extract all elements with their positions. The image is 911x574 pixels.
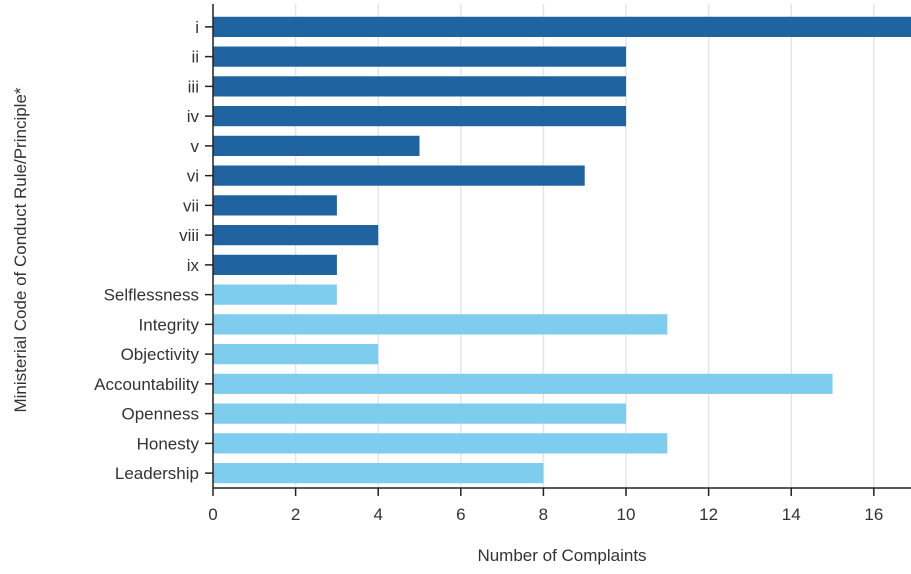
y-tick-label: vii [183,196,199,215]
x-axis-ticks: 0 2 4 6 8 10 12 14 16 [208,488,883,524]
bars [213,16,911,484]
x-tick-label: 10 [617,505,636,524]
x-tick-label: 12 [699,505,718,524]
y-tick-label: viii [179,226,199,245]
y-tick-label: i [195,18,199,37]
y-axis-title: Ministerial Code of Conduct Rule/Princip… [11,87,30,412]
y-tick-label: ix [187,256,200,275]
bar [213,16,911,37]
y-axis-ticks: iiiiiiivvviviiviiiixSelflessnessIntegrit… [94,18,213,483]
y-tick-label: vi [187,167,199,186]
x-tick-label: 8 [539,505,548,524]
bar [213,195,337,216]
x-tick-label: 16 [864,505,883,524]
y-tick-label: Leadership [115,464,199,483]
y-tick-label: Accountability [94,375,199,394]
bar [213,106,627,127]
x-tick-label: 0 [208,505,217,524]
y-tick-label: iv [187,107,200,126]
bar [213,254,337,275]
bar [213,433,668,454]
bar [213,344,379,365]
bar [213,225,379,246]
bar [213,463,544,484]
x-tick-label: 4 [373,505,382,524]
x-tick-label: 2 [291,505,300,524]
y-tick-label: Openness [122,405,200,424]
bar [213,135,420,156]
x-axis-title: Number of Complaints [477,546,646,565]
bar [213,403,627,424]
y-tick-label: iii [188,77,199,96]
y-tick-label: Honesty [137,434,200,453]
bar [213,165,585,186]
bar [213,46,627,67]
y-tick-label: Integrity [139,315,200,334]
bar [213,373,833,394]
bar [213,284,337,305]
bar [213,314,668,335]
x-tick-label: 6 [456,505,465,524]
x-tick-label: 14 [782,505,801,524]
y-tick-label: ii [191,48,199,67]
y-tick-label: Objectivity [121,345,200,364]
y-tick-label: v [191,137,200,156]
y-tick-label: Selflessness [104,286,199,305]
bar [213,76,627,97]
